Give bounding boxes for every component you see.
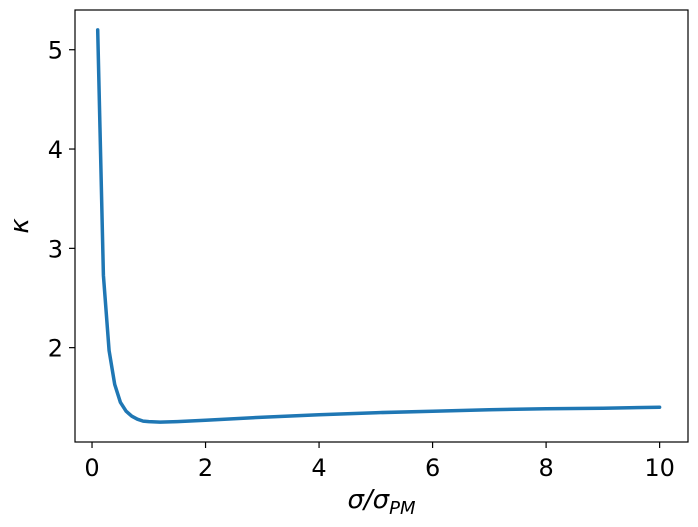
plot-frame bbox=[74, 9, 689, 443]
axis-ticks: 0 2 4 6 8 10 2 3 4 5 bbox=[48, 37, 675, 482]
x-tick-label: 2 bbox=[198, 454, 213, 482]
x-tick-label: 0 bbox=[84, 454, 99, 482]
x-tick-label: 8 bbox=[538, 454, 553, 482]
y-tick-label: 2 bbox=[48, 335, 63, 363]
y-axis-label: κ bbox=[5, 218, 35, 234]
x-axis-label-main: σ/σ bbox=[347, 485, 390, 515]
y-tick-label: 4 bbox=[48, 136, 63, 164]
x-tick-label: 10 bbox=[644, 454, 675, 482]
y-tick-label: 5 bbox=[48, 37, 63, 65]
y-tick-label: 3 bbox=[48, 235, 63, 263]
x-tick-label: 4 bbox=[311, 454, 326, 482]
x-axis-label: σ/σPM bbox=[347, 485, 416, 519]
x-axis-label-subscript: PM bbox=[389, 498, 416, 519]
series-line-0 bbox=[95, 28, 662, 424]
x-tick-label: 6 bbox=[425, 454, 440, 482]
series-group bbox=[95, 28, 662, 424]
